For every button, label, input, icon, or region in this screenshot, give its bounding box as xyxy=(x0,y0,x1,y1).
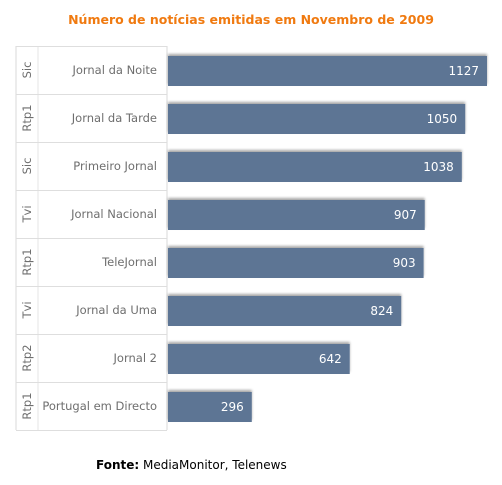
category-label: Jornal da Noite xyxy=(71,63,157,77)
category-label: Primeiro Jornal xyxy=(73,159,157,173)
category-label: Jornal 2 xyxy=(113,351,157,365)
value-label: 903 xyxy=(393,256,416,270)
category-label: Portugal em Directo xyxy=(42,399,157,413)
category-label: Jornal da Tarde xyxy=(71,111,157,125)
source-label: Fonte: xyxy=(96,458,140,472)
source-note: Fonte: MediaMonitor, Telenews xyxy=(96,458,287,472)
chart-bars: 1127 1050 1038 907 903 824 642 296 xyxy=(168,56,487,422)
category-label: Jornal da Uma xyxy=(75,303,157,317)
group-label: Rtp1 xyxy=(20,392,34,419)
chart-title: Número de notícias emitidas em Novembro … xyxy=(68,12,434,27)
bar xyxy=(168,344,350,374)
group-label: Sic xyxy=(20,62,34,79)
group-label: Rtp1 xyxy=(20,104,34,131)
category-label: TeleJornal xyxy=(101,255,157,269)
group-label: Sic xyxy=(20,158,34,175)
bar xyxy=(168,56,487,86)
value-label: 907 xyxy=(394,208,417,222)
value-label: 1127 xyxy=(448,64,479,78)
value-label: 296 xyxy=(221,400,244,414)
value-label: 1038 xyxy=(423,160,454,174)
chart-rows: Sic Jornal da Noite Rtp1 Jornal da Tarde Sic… xyxy=(15,46,168,431)
bar xyxy=(168,296,402,326)
bar xyxy=(168,200,425,230)
bar xyxy=(168,104,466,134)
group-label: Tvi xyxy=(20,205,34,223)
value-label: 642 xyxy=(319,352,342,366)
group-label: Tvi xyxy=(20,301,34,319)
value-label: 824 xyxy=(370,304,393,318)
value-label: 1050 xyxy=(427,112,458,126)
bar xyxy=(168,248,424,278)
source-text: MediaMonitor, Telenews xyxy=(139,458,287,472)
bar xyxy=(168,392,252,422)
category-label: Jornal Nacional xyxy=(70,207,157,221)
group-label: Rtp1 xyxy=(20,248,34,275)
bar xyxy=(168,152,462,182)
group-label: Rtp2 xyxy=(20,344,34,371)
